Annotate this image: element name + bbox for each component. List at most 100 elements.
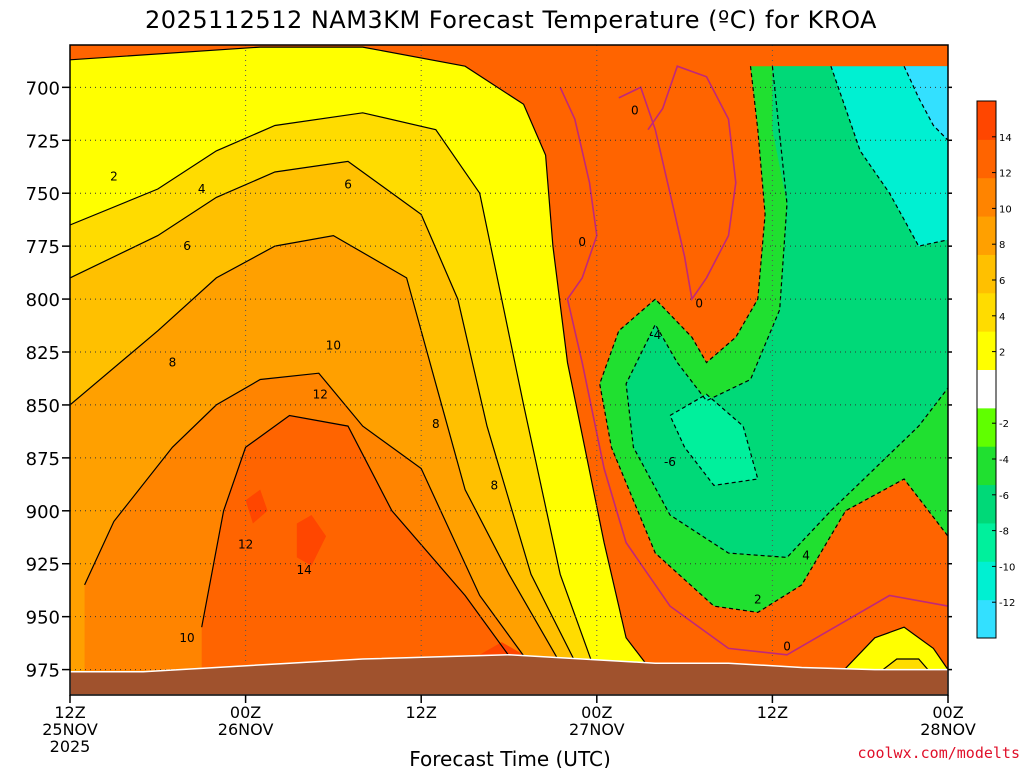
contour-label-16: -4 — [649, 328, 661, 342]
contour-label-15: 0 — [783, 639, 791, 653]
colorbar-frame — [976, 100, 997, 639]
contour-line-9 — [625, 66, 948, 559]
colorbar: -12 -10 -8 -6 -4 -2 2 4 6 8 10 12 14 — [976, 100, 1015, 639]
colorbar-swatch-7 — [977, 331, 996, 370]
terrain-surface — [70, 654, 948, 695]
contour-label-2: 6 — [183, 239, 191, 253]
contour-label-0: 2 — [110, 169, 118, 183]
contour-label-9: 12 — [313, 387, 328, 401]
colorbar-swatch-13 — [977, 101, 996, 140]
contour-line-3 — [84, 372, 539, 677]
y-tick-label-5: 825 — [26, 343, 60, 364]
colorbar-label-4: -4 — [999, 455, 1009, 466]
y-tick-label-3: 775 — [26, 237, 60, 258]
y-tick-label-4: 800 — [26, 290, 60, 311]
y-tick-label-6: 850 — [26, 396, 60, 417]
x-tick-label-0-line-2: 25NOV — [42, 720, 98, 739]
y-tick-label-0: 700 — [26, 78, 60, 99]
contour-label-5: 8 — [432, 417, 440, 431]
colorbar-swatch-9 — [977, 254, 996, 294]
colorbar-swatch-5 — [977, 407, 996, 447]
temperature-region-7 — [245, 489, 268, 524]
chart-title: 2025112512 NAM3KM Forecast Temperature (… — [145, 6, 877, 34]
contour-labels: 2 4 6 6 8 8 8 10 10 12 12 14 0 0 0 0 -4 -6 2 4 — [110, 104, 810, 654]
colorbar-swatch-2 — [977, 522, 996, 562]
contour-line-13 — [837, 626, 948, 677]
contour-line-4 — [201, 414, 525, 677]
y-tick-label-9: 925 — [26, 555, 60, 576]
contour-label-12: 0 — [631, 104, 639, 118]
contour-label-6: 8 — [491, 478, 499, 492]
y-tick-label-7: 875 — [26, 449, 60, 470]
contour-label-8: 10 — [179, 631, 194, 645]
colorbar-label-11: 12 — [999, 169, 1012, 180]
x-tick-label-2-line-1: 12Z — [406, 703, 437, 722]
contour-line-0 — [70, 112, 598, 677]
temperature-region-5 — [201, 415, 524, 676]
contour-line-5 — [70, 46, 656, 677]
colorbar-swatch-1 — [977, 561, 996, 601]
contour-label-18: 2 — [754, 593, 762, 607]
contour-line-14 — [874, 658, 934, 677]
y-tick-label-2: 750 — [26, 184, 60, 205]
colorbar-swatch-8 — [977, 292, 996, 332]
colorbar-label-6: 2 — [999, 348, 1005, 359]
colorbar-swatch-10 — [977, 216, 996, 255]
colorbar-label-5: -2 — [999, 419, 1009, 430]
colorbar-label-12: 14 — [999, 133, 1012, 144]
y-tick-label-8: 900 — [26, 502, 60, 523]
surface-terrain — [70, 654, 948, 695]
credit-text[interactable]: coolwx.com/modelts — [857, 744, 1020, 762]
contour-label-7: 10 — [326, 339, 341, 353]
colorbar-label-3: -6 — [999, 491, 1009, 502]
temperature-region-11 — [670, 394, 758, 486]
contour-line-10 — [669, 393, 759, 487]
contour-line-6 — [559, 86, 948, 656]
x-tick-label-0-line-3: 2025 — [50, 737, 91, 756]
x-tick-label-5-line-2: 28NOV — [920, 720, 976, 739]
colorbar-swatch-3 — [977, 484, 996, 524]
contour-label-1: 4 — [198, 182, 206, 196]
x-tick-label-0-line-1: 12Z — [54, 703, 85, 722]
x-axis-label: Forecast Time (UTC) — [409, 747, 611, 768]
temperature-region-13 — [904, 66, 948, 141]
x-tick-label-3-line-2: 27NOV — [569, 720, 625, 739]
contour-label-11: 14 — [296, 563, 311, 577]
plot-frame — [69, 44, 949, 696]
colorbar-label-10: 10 — [999, 204, 1012, 215]
contour-line-12 — [903, 65, 948, 141]
colorbar-swatch-11 — [977, 177, 996, 217]
gridlines — [70, 45, 948, 695]
colorbar-label-0: -12 — [999, 598, 1015, 609]
contour-line-2 — [70, 234, 569, 677]
contour-label-13: 0 — [578, 235, 586, 249]
x-tick-label-5-line-1: 00Z — [932, 703, 963, 722]
temperature-region-12 — [830, 66, 948, 247]
y-tick-label-1: 725 — [26, 131, 60, 152]
colorbar-label-9: 8 — [999, 240, 1005, 251]
colorbar-label-1: -10 — [999, 562, 1015, 573]
contour-label-14: 0 — [695, 296, 703, 310]
temperature-fill-regions — [70, 47, 948, 676]
x-tick-label-4-line-1: 12Z — [757, 703, 788, 722]
colorbar-swatch-12 — [977, 139, 996, 179]
colorbar-label-2: -8 — [999, 527, 1009, 538]
contour-line-8 — [599, 66, 948, 614]
contour-line-11 — [830, 66, 948, 247]
contour-label-4: 8 — [169, 356, 177, 370]
plot-area: 2 4 6 6 8 8 8 10 10 12 12 14 0 0 0 0 -4 -6 2 4 — [70, 45, 948, 695]
colorbar-label-7: 4 — [999, 312, 1005, 323]
contour-line-7 — [618, 65, 737, 302]
x-tick-label-1-line-2: 26NOV — [218, 720, 274, 739]
temperature-region-6 — [296, 515, 327, 566]
colorbar-swatch-0 — [977, 599, 996, 639]
contour-label-19: 4 — [802, 548, 810, 562]
colorbar-label-8: 6 — [999, 276, 1005, 287]
colorbar-swatch-4 — [977, 446, 996, 486]
temperature-contour-lines — [70, 46, 948, 677]
y-tick-label-11: 975 — [26, 661, 60, 682]
colorbar-swatch-6 — [977, 369, 996, 409]
contour-label-10: 12 — [238, 538, 253, 552]
